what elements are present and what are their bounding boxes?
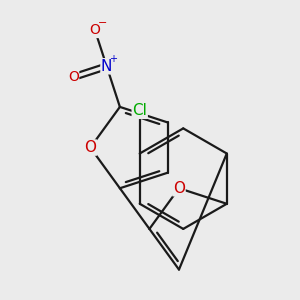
Text: N: N	[101, 59, 112, 74]
Text: O: O	[84, 140, 96, 155]
Text: +: +	[109, 54, 117, 64]
Text: O: O	[68, 70, 79, 84]
Text: −: −	[98, 18, 107, 28]
Text: Cl: Cl	[132, 103, 147, 118]
Text: O: O	[173, 181, 185, 196]
Text: O: O	[90, 23, 101, 38]
